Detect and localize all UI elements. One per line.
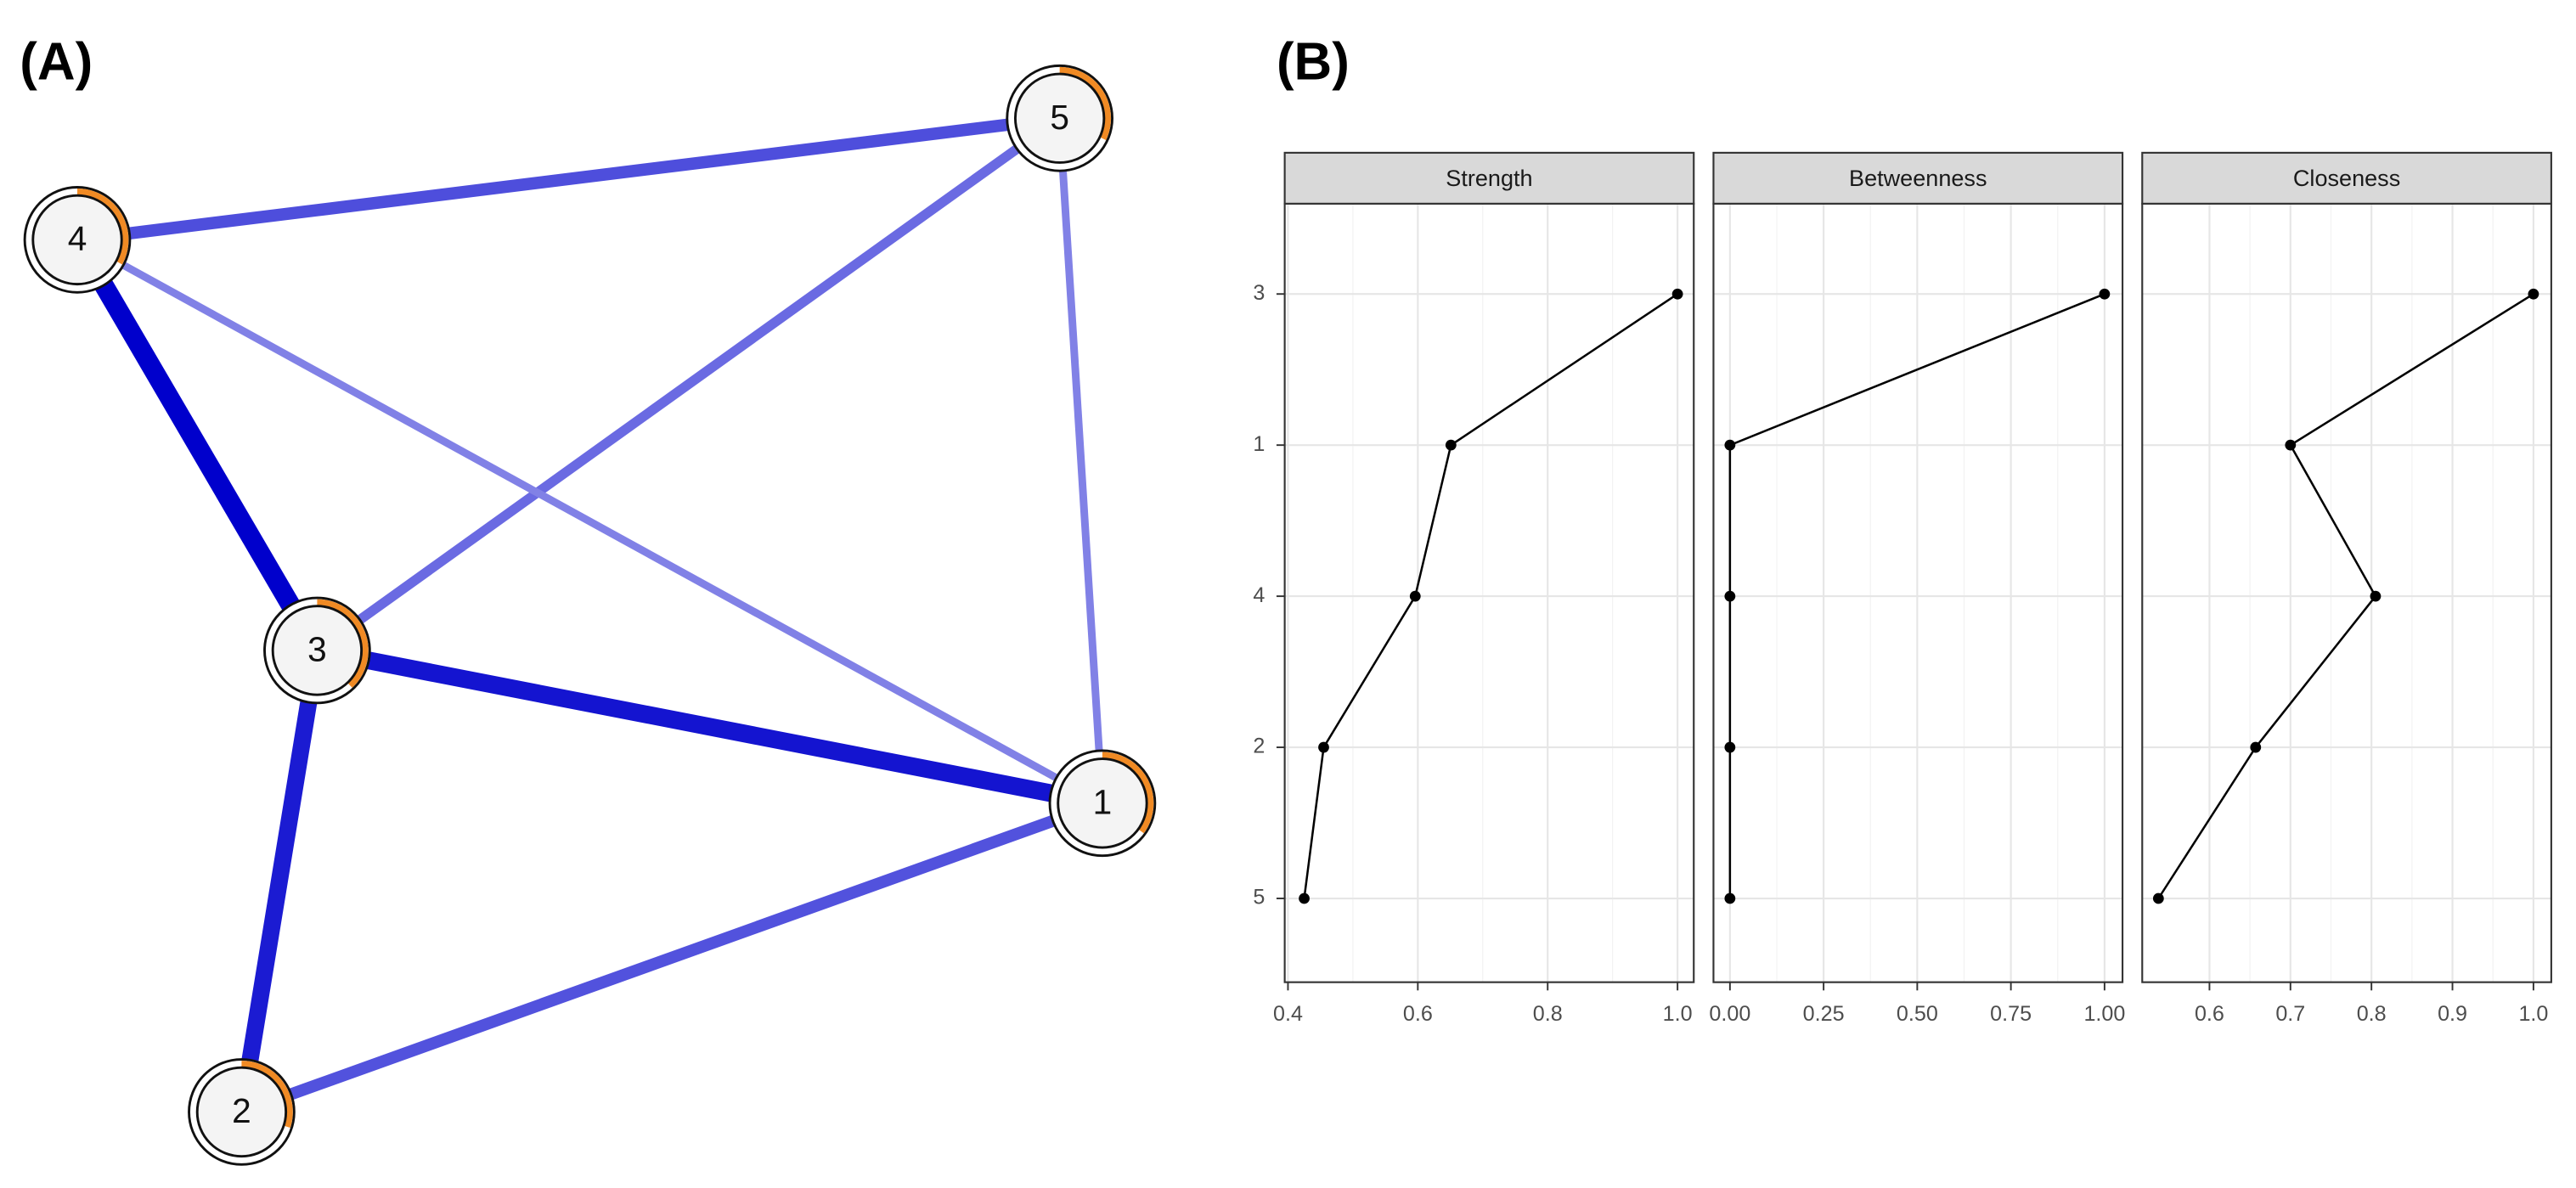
x-tick-label: 0.25 bbox=[1803, 1002, 1845, 1026]
edge bbox=[75, 236, 1105, 807]
node bbox=[1057, 757, 1148, 849]
predictability-arc bbox=[77, 189, 129, 265]
node-label: 1 bbox=[1093, 782, 1113, 821]
x-tick-label: 0.50 bbox=[1897, 1002, 1938, 1026]
y-tick-label: 3 bbox=[1253, 281, 1265, 305]
predictability-arc bbox=[317, 599, 369, 688]
y-tick-label: 4 bbox=[1253, 583, 1265, 607]
point bbox=[2250, 741, 2262, 753]
edge bbox=[314, 114, 1063, 655]
point bbox=[1724, 439, 1736, 451]
panel-bg bbox=[2142, 203, 2551, 982]
point bbox=[1724, 590, 1736, 602]
strip-title: Closeness bbox=[2293, 165, 2400, 191]
edge bbox=[76, 112, 1061, 246]
x-tick-label: 0.7 bbox=[2275, 1002, 2305, 1026]
edge bbox=[240, 797, 1105, 1118]
point bbox=[2285, 439, 2297, 451]
point bbox=[1318, 741, 1329, 753]
point bbox=[1445, 439, 1457, 451]
node bbox=[195, 1066, 288, 1158]
x-tick-label: 0.4 bbox=[1273, 1002, 1303, 1026]
predictability-arc bbox=[1059, 66, 1111, 140]
point bbox=[1724, 892, 1736, 904]
node bbox=[271, 605, 364, 696]
strip-title: Strength bbox=[1446, 165, 1532, 191]
node-label: 2 bbox=[232, 1091, 251, 1130]
node bbox=[1013, 72, 1106, 164]
panel-bg bbox=[1284, 203, 1694, 982]
node-label: 3 bbox=[307, 630, 327, 669]
point bbox=[1671, 288, 1683, 300]
x-tick-label: 0.6 bbox=[1403, 1002, 1433, 1026]
edge bbox=[233, 649, 326, 1114]
point bbox=[1299, 892, 1310, 904]
x-tick-label: 1.0 bbox=[1663, 1002, 1693, 1026]
point bbox=[2099, 288, 2111, 300]
x-tick-label: 0.6 bbox=[2195, 1002, 2224, 1026]
strip bbox=[1712, 151, 2124, 205]
point bbox=[1724, 741, 1736, 753]
node bbox=[31, 194, 123, 286]
edge bbox=[69, 234, 326, 656]
strip-title: Betweenness bbox=[1849, 165, 1987, 191]
edge bbox=[315, 641, 1104, 813]
x-tick-label: 0.8 bbox=[2357, 1002, 2387, 1026]
node-label: 5 bbox=[1050, 98, 1069, 137]
predictability-arc bbox=[1102, 752, 1154, 834]
x-tick-label: 0.8 bbox=[1533, 1002, 1563, 1026]
y-tick-label: 1 bbox=[1253, 432, 1265, 456]
x-tick-label: 1.00 bbox=[2083, 1002, 2125, 1026]
strip bbox=[1283, 151, 1695, 205]
point bbox=[2528, 288, 2539, 300]
y-tick-label: 5 bbox=[1253, 886, 1265, 909]
panel-label: (A) bbox=[20, 33, 93, 92]
y-tick-label: 2 bbox=[1253, 735, 1265, 758]
point bbox=[2370, 590, 2382, 602]
point bbox=[1409, 590, 1421, 602]
node-label: 4 bbox=[68, 219, 87, 258]
x-tick-label: 0.75 bbox=[1990, 1002, 2032, 1026]
panel-label: (B) bbox=[1277, 33, 1350, 92]
strip bbox=[2141, 151, 2552, 205]
x-tick-label: 1.0 bbox=[2518, 1002, 2548, 1026]
edge bbox=[1056, 117, 1107, 804]
point bbox=[2152, 892, 2164, 904]
x-tick-label: 0.00 bbox=[1709, 1002, 1750, 1026]
x-tick-label: 0.9 bbox=[2438, 1002, 2467, 1026]
